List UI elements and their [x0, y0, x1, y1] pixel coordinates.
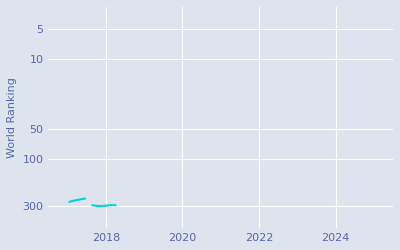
Y-axis label: World Ranking: World Ranking	[7, 77, 17, 158]
